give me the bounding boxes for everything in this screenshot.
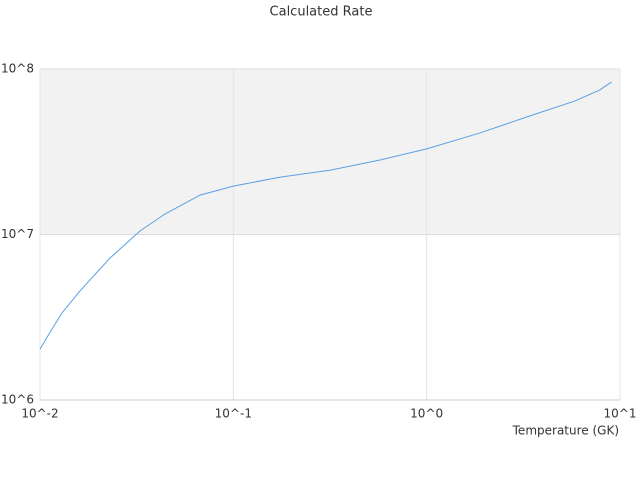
- data-line: [39, 81, 612, 350]
- x-tick-label: 10^-2: [21, 407, 58, 421]
- y-tick-label: 10^6: [1, 393, 34, 407]
- x-axis-label: Temperature (GK): [512, 424, 619, 438]
- x-tick-label: 10^0: [410, 407, 443, 421]
- grid-band: [40, 69, 620, 235]
- x-tick-label: 10^1: [604, 407, 637, 421]
- chart-title: Calculated Rate: [270, 5, 373, 20]
- y-tick-label: 10^8: [1, 62, 34, 76]
- y-tick-label: 10^7: [1, 227, 34, 241]
- x-tick-label: 10^-1: [215, 407, 252, 421]
